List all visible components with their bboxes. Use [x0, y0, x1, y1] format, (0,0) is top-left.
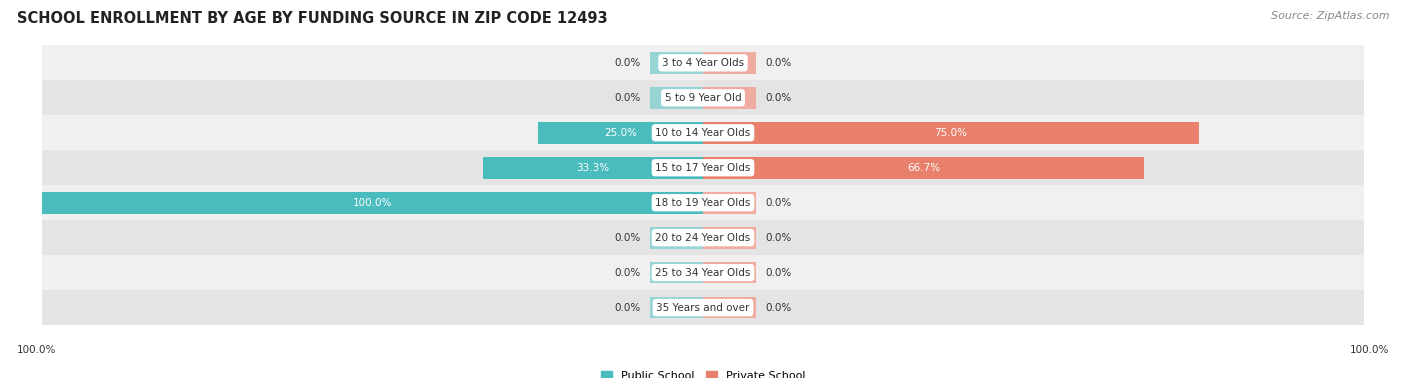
Text: 35 Years and over: 35 Years and over	[657, 303, 749, 313]
Text: 5 to 9 Year Old: 5 to 9 Year Old	[665, 93, 741, 103]
Bar	[537, 122, 703, 144]
Text: 75.0%: 75.0%	[935, 128, 967, 138]
Bar	[42, 115, 1364, 150]
Bar	[42, 290, 1364, 325]
Bar	[703, 262, 756, 284]
Text: 66.7%: 66.7%	[907, 163, 941, 173]
Text: 20 to 24 Year Olds: 20 to 24 Year Olds	[655, 233, 751, 243]
Bar	[703, 157, 1143, 178]
Text: 33.3%: 33.3%	[576, 163, 610, 173]
Bar	[650, 87, 703, 108]
Bar	[42, 220, 1364, 255]
Bar	[42, 81, 1364, 115]
Bar	[650, 297, 703, 318]
Bar	[703, 122, 1198, 144]
Bar	[482, 157, 703, 178]
Text: 0.0%: 0.0%	[766, 303, 792, 313]
Text: 100.0%: 100.0%	[17, 345, 56, 355]
Bar	[42, 150, 1364, 185]
Text: 10 to 14 Year Olds: 10 to 14 Year Olds	[655, 128, 751, 138]
Bar	[42, 192, 703, 214]
Bar	[703, 87, 756, 108]
Text: 15 to 17 Year Olds: 15 to 17 Year Olds	[655, 163, 751, 173]
Text: 25.0%: 25.0%	[605, 128, 637, 138]
Text: 100.0%: 100.0%	[1350, 345, 1389, 355]
Text: 0.0%: 0.0%	[614, 58, 640, 68]
Text: 100.0%: 100.0%	[353, 198, 392, 208]
Bar	[650, 262, 703, 284]
Bar	[703, 227, 756, 248]
Bar	[703, 192, 756, 214]
Text: 18 to 19 Year Olds: 18 to 19 Year Olds	[655, 198, 751, 208]
Text: 25 to 34 Year Olds: 25 to 34 Year Olds	[655, 268, 751, 277]
Text: 0.0%: 0.0%	[766, 93, 792, 103]
Text: 0.0%: 0.0%	[614, 268, 640, 277]
Bar	[703, 297, 756, 318]
Bar	[42, 255, 1364, 290]
Text: 3 to 4 Year Olds: 3 to 4 Year Olds	[662, 58, 744, 68]
Text: 0.0%: 0.0%	[766, 58, 792, 68]
Bar	[650, 227, 703, 248]
Text: 0.0%: 0.0%	[614, 93, 640, 103]
Bar	[42, 185, 1364, 220]
Bar	[703, 52, 756, 74]
Text: 0.0%: 0.0%	[766, 268, 792, 277]
Text: 0.0%: 0.0%	[614, 303, 640, 313]
Text: 0.0%: 0.0%	[766, 198, 792, 208]
Bar	[650, 52, 703, 74]
Legend: Public School, Private School: Public School, Private School	[600, 370, 806, 378]
Text: 0.0%: 0.0%	[766, 233, 792, 243]
Text: 0.0%: 0.0%	[614, 233, 640, 243]
Text: Source: ZipAtlas.com: Source: ZipAtlas.com	[1271, 11, 1389, 21]
Bar	[42, 45, 1364, 81]
Text: SCHOOL ENROLLMENT BY AGE BY FUNDING SOURCE IN ZIP CODE 12493: SCHOOL ENROLLMENT BY AGE BY FUNDING SOUR…	[17, 11, 607, 26]
